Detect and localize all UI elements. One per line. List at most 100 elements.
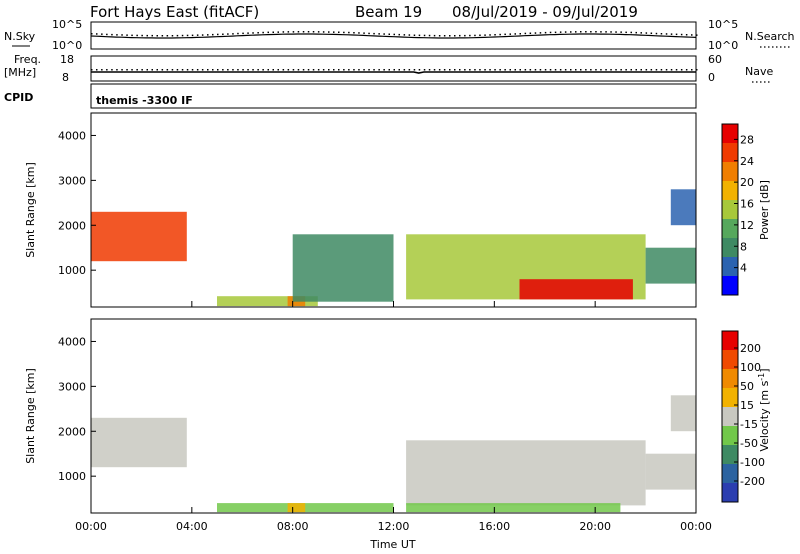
colorbar-segment [722, 369, 738, 388]
colorbar-segment [722, 407, 738, 426]
nsearch-dot [469, 34, 471, 37]
nsearch-dot [358, 32, 360, 34]
freq-tick-top: 18 [60, 53, 74, 66]
nsearch-dots [91, 31, 698, 37]
power-colorbar: 4 8 12 16 20 24 28 [721, 123, 754, 296]
nsearch-dot [176, 34, 179, 37]
nave-dot [564, 69, 567, 71]
nsearch-dot [534, 32, 537, 34]
nave-dot [680, 69, 683, 71]
nave-dot [151, 69, 153, 71]
colorbar-segment [722, 350, 738, 369]
power-data [91, 189, 696, 307]
nsearch-dot [201, 34, 204, 36]
nave-dot [509, 69, 511, 71]
nsearch-dot [691, 34, 693, 36]
nave-dot [459, 69, 461, 71]
nsearch-dot [247, 32, 249, 34]
nave-dot [247, 69, 249, 71]
nsearch-dot [161, 35, 164, 37]
nsearch-dot [650, 32, 653, 34]
nave-dot [696, 69, 698, 71]
nave-tick-top: 60 [708, 53, 722, 66]
nave-dot [423, 69, 426, 71]
nsearch-dot [509, 33, 511, 35]
nsearch-dot [373, 32, 375, 35]
nave-dot [549, 69, 552, 71]
nave-dot [454, 69, 456, 71]
nsearch-dot [529, 32, 532, 34]
colorbar-tick-label: 50 [740, 380, 754, 393]
nave-dot [262, 69, 264, 71]
freq-label-line1: Freq. [14, 53, 41, 66]
nave-dot [691, 69, 693, 71]
colorbar-tick-label: 28 [740, 133, 754, 146]
nsearch-dot [403, 34, 406, 36]
nave-dot [186, 69, 189, 71]
nsearch-dot [559, 31, 562, 33]
nave-dot [388, 69, 390, 71]
nsearch-dot [665, 33, 668, 35]
nsearch-dot [645, 32, 648, 34]
nave-dot [252, 69, 254, 71]
nsearch-dot [585, 31, 587, 33]
data-region [519, 279, 633, 300]
cpid-frame [90, 83, 697, 109]
nave-dot [645, 69, 648, 71]
nsearch-dot [237, 32, 239, 35]
nsearch-dot [212, 33, 214, 36]
nave-dot [328, 69, 330, 71]
y-tick-label: 1000 [58, 470, 86, 483]
y-tick-label: 2000 [58, 425, 86, 438]
nave-dot [111, 69, 113, 71]
data-region [91, 211, 187, 262]
colorbar-tick-label: 200 [740, 342, 761, 355]
nave-dot [227, 69, 229, 71]
nsearch-dot [625, 31, 627, 34]
nsearch-dot [408, 34, 411, 36]
nave-dot [418, 69, 421, 71]
nsearch-dot [292, 31, 295, 33]
nsearch-dot [590, 31, 592, 33]
nsearch-dot [494, 34, 496, 36]
nsearch-dot [685, 34, 688, 36]
nave-dot [282, 69, 285, 71]
power-y-axis: 1000 2000 3000 4000 [58, 129, 96, 277]
nave-dot [307, 69, 310, 71]
nave-dot [156, 69, 158, 71]
nave-dot [464, 69, 466, 71]
nsearch-dot [524, 32, 527, 35]
nsearch-tick-bottom: 10^0 [708, 39, 738, 52]
velocity-data [91, 395, 696, 513]
nave-dot [519, 69, 521, 71]
nsearch-dot [91, 33, 93, 35]
nsearch-dot [151, 34, 153, 37]
nave-dot [292, 69, 295, 71]
nave-dot [196, 69, 199, 71]
nsearch-dot [544, 31, 547, 34]
nsearch-dot [630, 31, 632, 34]
nave-dot [171, 69, 174, 71]
nsearch-dot [186, 34, 189, 37]
nave-dot [333, 69, 335, 71]
nsearch-dot [282, 31, 285, 33]
nave-dot [438, 69, 441, 71]
nsearch-dot [287, 31, 290, 33]
colorbar-segment [722, 388, 738, 407]
nave-dot [524, 69, 527, 71]
colorbar-segment [722, 445, 738, 464]
y-tick-label: 1000 [58, 264, 86, 277]
nsearch-dot [418, 34, 421, 37]
nsearch-dot [449, 35, 451, 37]
data-region [670, 395, 696, 432]
nsearch-dot [519, 33, 521, 35]
nave-dot [358, 69, 360, 71]
nave-dot [590, 69, 592, 71]
nave-dot [635, 69, 637, 71]
nsearch-dot [317, 31, 320, 33]
nsearch-dot [171, 35, 174, 37]
y-tick-label: 3000 [58, 174, 86, 187]
nave-dot [620, 69, 622, 71]
nave-dot [504, 69, 506, 71]
data-region [217, 296, 318, 307]
